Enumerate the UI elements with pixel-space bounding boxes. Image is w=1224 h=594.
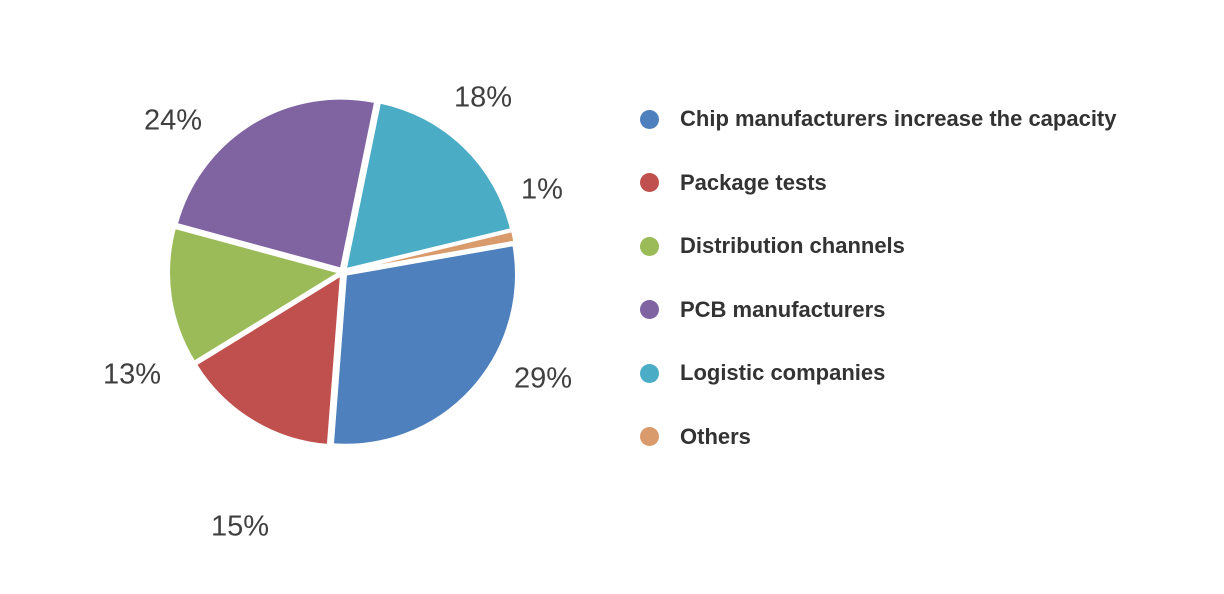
legend-swatch-icon: [640, 173, 659, 192]
legend-label: Package tests: [680, 169, 827, 195]
legend-item-others: Others: [640, 415, 1117, 459]
pie-slice-chip-manufacturers-increase-the-capacity: [331, 244, 517, 446]
pie-label-chip-manufacturers-increase-the-capacity: 29%: [514, 363, 572, 395]
pie-slice-distribution-channels: [168, 226, 342, 364]
pie-slice-logistic-companies: [344, 101, 513, 271]
legend-label: Chip manufacturers increase the capacity: [680, 106, 1117, 131]
legend-swatch-icon: [640, 363, 659, 383]
chart-legend: Chip manufacturers increase the capacity…: [640, 97, 1117, 478]
legend-item-distribution-channels: Distribution channels: [640, 224, 1117, 268]
pie-slice-pcb-manufacturers: [175, 97, 377, 270]
pie-slice-package-tests: [194, 273, 343, 446]
legend-item-chip-manufacturers-increase-the-capacity: Chip manufacturers increase the capacity: [640, 97, 1117, 141]
legend-label: Distribution channels: [680, 233, 905, 258]
pie-slice-others: [346, 230, 516, 273]
pie-percent-labels: 29% 15% 13% 24% 18% 1%: [103, 82, 572, 543]
legend-item-package-tests: Package tests: [640, 161, 1117, 205]
pie-chart-canvas: 29% 15% 13% 24% 18% 1%: [103, 82, 572, 543]
pie-label-others: 1%: [521, 174, 563, 206]
legend-label: Logistic companies: [680, 360, 886, 385]
pie-label-logistic-companies: 18%: [454, 82, 512, 114]
legend-item-logistic-companies: Logistic companies: [640, 351, 1117, 395]
pie-label-package-tests: 15%: [211, 511, 269, 543]
legend-label: PCB manufacturers: [680, 296, 886, 322]
pie-slices: [168, 97, 517, 446]
legend-swatch-icon: [640, 109, 659, 129]
legend-swatch-icon: [640, 427, 659, 446]
legend-swatch-icon: [640, 300, 659, 319]
legend-item-pcb-manufacturers: PCB manufacturers: [640, 288, 1117, 332]
pie-label-pcb-manufacturers: 24%: [144, 105, 202, 137]
legend-label: Others: [680, 423, 751, 449]
pie-label-distribution-channels: 13%: [103, 359, 161, 391]
pie-chart: 29% 15% 13% 24% 18% 1%: [103, 82, 572, 543]
legend-swatch-icon: [640, 236, 659, 256]
